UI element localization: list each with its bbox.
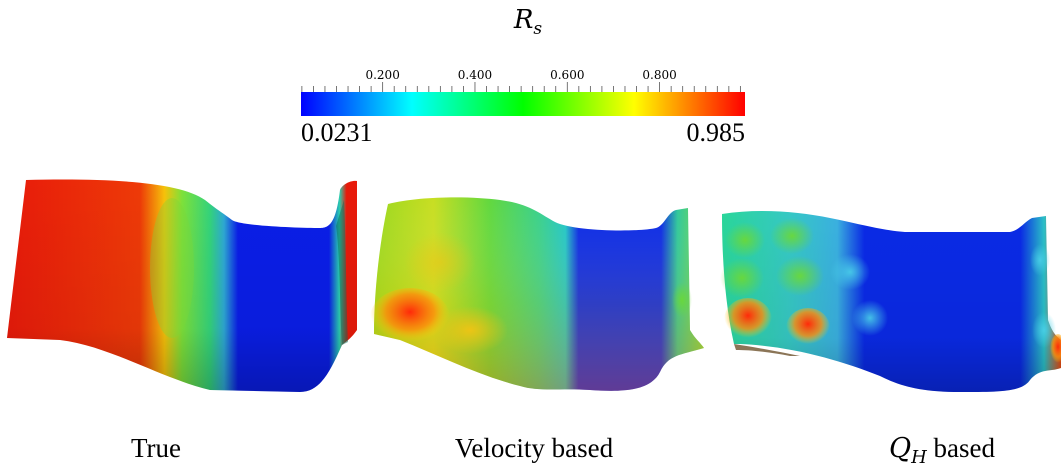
colorbar-tick-label: 0.200 <box>365 68 399 82</box>
colorbar-min-label: 0.0231 <box>301 118 373 147</box>
surface-qh-base-edge <box>734 344 800 356</box>
surface-qh-edge-blob <box>1030 244 1050 276</box>
colorbar-tick-label: 0.600 <box>550 68 584 82</box>
surface-qh-bump <box>725 222 765 258</box>
caption-qh: QH based <box>889 433 996 468</box>
colorbar-tick-label: 0.400 <box>458 68 492 82</box>
surface-qh-hotspot <box>786 308 830 348</box>
surface-qh-bump <box>852 300 888 336</box>
surface-qh-bump <box>770 218 814 254</box>
surface-qh-edge-blob <box>1032 312 1056 348</box>
surface-true-shading <box>7 179 357 392</box>
surface-velocity-hotspot <box>370 288 450 348</box>
surface-velocity-warm-region <box>432 306 508 354</box>
colorbar-max-label: 0.985 <box>687 118 746 147</box>
colorbar-title: Rs <box>513 5 543 39</box>
surface-velocity-warm-region <box>404 232 476 292</box>
colorbar-ticks: 0.200 0.400 0.600 0.800 <box>301 68 741 92</box>
surface-qh <box>720 211 1061 392</box>
colorbar-gradient <box>301 92 745 116</box>
surface-qh-bump <box>720 258 764 298</box>
caption-velocity: Velocity based <box>455 433 614 463</box>
surface-qh-edge-hotspot <box>1050 334 1061 366</box>
surface-qh-bump <box>776 256 824 296</box>
surface-qh-hotspot <box>724 298 772 342</box>
colorbar-tick-label: 0.800 <box>642 68 676 82</box>
caption-true: True <box>131 433 181 463</box>
colorbar: Rs 0.200 0.400 0.600 0.800 0.0231 0.985 <box>301 5 745 147</box>
surface-velocity-edge-blob <box>672 282 692 318</box>
surface-velocity <box>370 197 704 391</box>
surface-true-band <box>150 198 194 338</box>
surface-true-edge <box>336 200 348 345</box>
surface-qh-bump <box>830 254 870 290</box>
surface-true <box>7 179 357 392</box>
